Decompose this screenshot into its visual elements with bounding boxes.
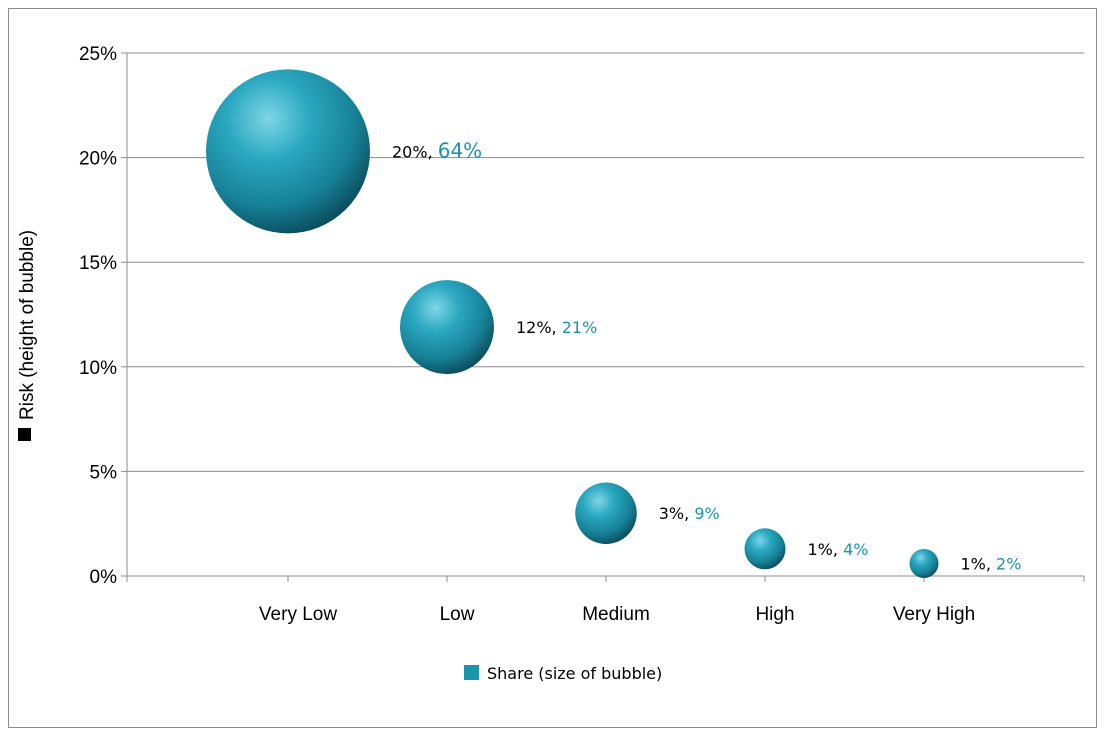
- data-label: 1%, 2%: [960, 554, 1021, 573]
- bubble: [206, 69, 370, 234]
- share-value-label: 2%: [996, 554, 1021, 573]
- y-tick-label: 20%: [79, 149, 117, 170]
- x-tick-label: Medium: [582, 604, 650, 625]
- risk-value-label: 3%,: [659, 504, 695, 523]
- data-label: 20%, 64%: [392, 138, 482, 162]
- data-label: 3%, 9%: [659, 504, 720, 523]
- risk-value-label: 12%,: [516, 318, 562, 337]
- bubble: [909, 548, 939, 578]
- legend: Share (size of bubble): [464, 664, 662, 683]
- share-value-label: 9%: [694, 504, 719, 523]
- share-value-label: 21%: [562, 318, 598, 337]
- y-axis-title: Risk (height of bubble): [17, 230, 38, 441]
- bubble: [575, 482, 637, 544]
- gridlines: [121, 52, 1084, 577]
- bubbles: [206, 69, 939, 578]
- x-tick-labels: Very Low Low Medium High Very High: [259, 604, 975, 625]
- share-value-label: 4%: [843, 540, 868, 559]
- risk-value-label: 20%,: [392, 142, 438, 161]
- y-tick-label: 15%: [79, 253, 117, 274]
- chart-area: [8, 8, 1097, 728]
- y-axis-label: Risk (height of bubble): [17, 230, 38, 420]
- bubble: [400, 280, 494, 375]
- risk-value-label: 1%,: [960, 554, 996, 573]
- x-tick-label: Low: [440, 604, 475, 625]
- y-tick-label: 5%: [90, 462, 118, 483]
- x-tick-label: Very Low: [259, 604, 337, 625]
- data-label: 12%, 21%: [516, 318, 597, 337]
- bubble: [744, 528, 786, 570]
- legend-label: Share (size of bubble): [487, 664, 662, 683]
- share-legend-marker: [464, 665, 479, 680]
- x-tick-label: Very High: [893, 604, 975, 625]
- y-tick-labels: 0% 5% 10% 15% 20% 25%: [79, 44, 117, 588]
- y-tick-label: 10%: [79, 358, 117, 379]
- share-value-label: 64%: [438, 138, 482, 162]
- risk-legend-marker: [18, 428, 31, 441]
- data-labels: 20%, 64%12%, 21%3%, 9%1%, 4%1%, 2%: [392, 138, 1021, 573]
- x-tick-label: High: [755, 604, 794, 625]
- y-tick-label: 0%: [90, 567, 118, 588]
- y-tick-label: 25%: [79, 44, 117, 65]
- risk-value-label: 1%,: [808, 540, 844, 559]
- data-label: 1%, 4%: [808, 540, 869, 559]
